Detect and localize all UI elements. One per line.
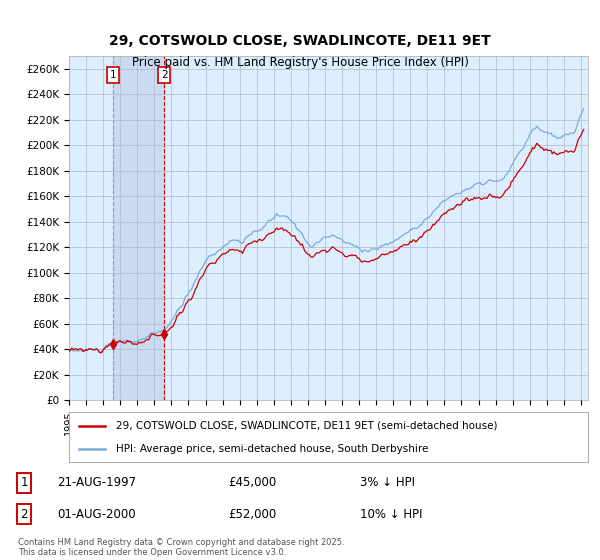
Text: 1: 1 — [110, 70, 116, 80]
Text: £45,000: £45,000 — [228, 476, 276, 489]
Text: 01-AUG-2000: 01-AUG-2000 — [57, 507, 136, 521]
Text: 2: 2 — [20, 507, 28, 521]
Text: 21-AUG-1997: 21-AUG-1997 — [57, 476, 136, 489]
Text: Price paid vs. HM Land Registry's House Price Index (HPI): Price paid vs. HM Land Registry's House … — [131, 56, 469, 69]
Text: 3% ↓ HPI: 3% ↓ HPI — [360, 476, 415, 489]
Text: 29, COTSWOLD CLOSE, SWADLINCOTE, DE11 9ET (semi-detached house): 29, COTSWOLD CLOSE, SWADLINCOTE, DE11 9E… — [116, 421, 497, 431]
Text: 1: 1 — [20, 476, 28, 489]
Bar — [113, 56, 164, 400]
Text: HPI: Average price, semi-detached house, South Derbyshire: HPI: Average price, semi-detached house,… — [116, 444, 428, 454]
Text: £52,000: £52,000 — [228, 507, 276, 521]
Text: 29, COTSWOLD CLOSE, SWADLINCOTE, DE11 9ET: 29, COTSWOLD CLOSE, SWADLINCOTE, DE11 9E… — [109, 34, 491, 48]
Text: 2: 2 — [161, 70, 167, 80]
Text: 10% ↓ HPI: 10% ↓ HPI — [360, 507, 422, 521]
Text: Contains HM Land Registry data © Crown copyright and database right 2025.
This d: Contains HM Land Registry data © Crown c… — [18, 538, 344, 557]
